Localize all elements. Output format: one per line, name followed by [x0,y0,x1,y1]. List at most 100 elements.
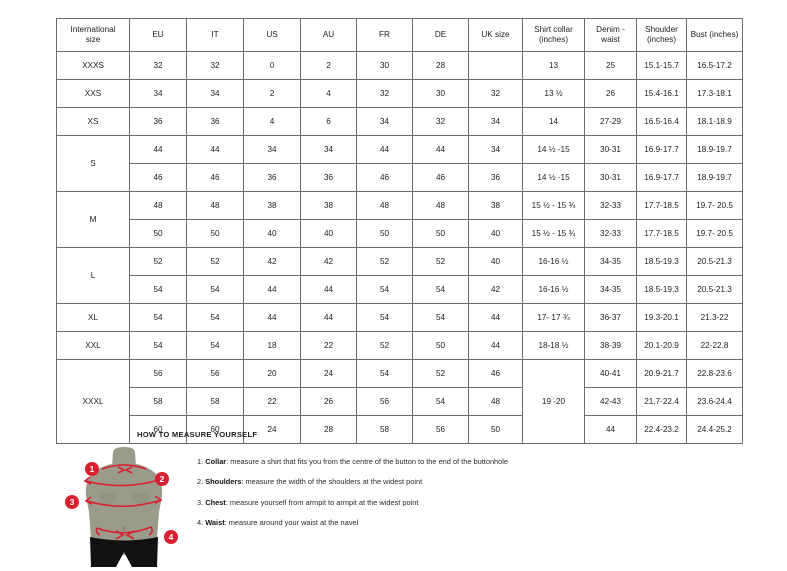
instruction-number: 2. [197,477,204,487]
column-header-au: AU [300,18,357,52]
cell-it: 50 [186,219,244,248]
cell-international-size: XXL [56,331,130,360]
cell-uk: 40 [468,247,523,276]
cell-fr: 44 [356,135,413,164]
table-row: 58 58 22 26 56 54 48 42-43 21.7-22.4 23.6-24.4 [57,387,743,416]
cell-au: 44 [300,303,357,332]
cell-uk: 44 [468,331,523,360]
cell-denim: 27-29 [584,107,637,136]
cell-de: 46 [412,163,469,192]
table-row: 54 54 44 44 54 54 42 16-16 ½ 34-35 18.5-19.3 20.5-… [57,275,743,304]
cell-uk: 42 [468,275,523,304]
cell-de: 32 [412,107,469,136]
cell-de: 54 [412,303,469,332]
table-row: XXXS 32 32 0 2 30 28 13 25 15.1-15.7 16.5-17.2 [56,51,743,80]
cell-eu: 52 [129,247,187,276]
table-row: XXS 34 34 2 4 32 30 32 13 ½ 26 15.4-16.1 17.3-18.1 [56,79,743,108]
cell-it: 48 [186,191,244,220]
cell-de: 50 [412,219,469,248]
cell-de: 50 [412,331,469,360]
size-chart-table-container: International size EU IT US AU FR DE UK … [56,18,743,444]
cell-uk: 36 [468,163,523,192]
cell-bust: 19.7- 20.5 [686,191,743,220]
cell-shoulder: 17.7-18.5 [636,191,687,220]
how-to-measure-title: HOW TO MEASURE YOURSELF [137,430,258,439]
cell-eu: 54 [129,275,187,304]
cell-de: 30 [412,79,469,108]
cell-us: 36 [243,163,301,192]
cell-us: 4 [243,107,301,136]
cell-au: 44 [300,275,357,304]
cell-shoulder: 21.7-22.4 [636,387,687,416]
measure-instructions-list: 1. Collar: measure a shirt that fits you… [197,445,508,540]
table-row: M 48 48 38 38 48 48 38 15 ½ - 15 ¾ 32-33 17.7-18.5… [56,191,743,248]
instruction-label: Chest [205,497,226,507]
cell-shoulder: 17.7-18.5 [636,219,687,248]
cell-us: 22 [243,387,301,416]
cell-au: 40 [300,219,357,248]
cell-eu: 46 [129,163,187,192]
instruction-text: : measure yourself from armpit to armpit… [225,497,419,507]
cell-us: 44 [243,275,301,304]
cell-fr: 34 [356,107,413,136]
column-header-de: DE [412,18,469,52]
cell-bust: 20.5-21.3 [686,247,743,276]
cell-fr: 52 [356,331,413,360]
cell-shoulder: 19.3-20.1 [636,303,687,332]
cell-us: 44 [243,303,301,332]
cell-it: 36 [186,107,244,136]
cell-it: 44 [186,135,244,164]
cell-uk: 40 [468,219,523,248]
cell-denim: 38-39 [584,331,637,360]
instruction-label: Shoulders [205,477,242,487]
cell-shirt-collar: 15 ½ - 15 ¾ [522,219,585,248]
cell-uk: 32 [468,79,523,108]
cell-international-size-group: M [56,191,130,248]
cell-us: 42 [243,247,301,276]
cell-denim: 32-33 [584,219,637,248]
cell-us: 0 [243,51,301,80]
cell-international-size: XXXS [56,51,130,80]
table-row: 60 60 24 28 58 56 50 44 22.4-23.2 24.4-25.2 [57,415,743,444]
cell-shoulder: 18.5-19.3 [636,247,687,276]
cell-au: 22 [300,331,357,360]
badge-3-chest: 3 [65,495,79,509]
cell-bust: 18.9-19.7 [686,163,743,192]
badge-2-shoulders: 2 [155,472,169,486]
instruction-text: : measure the width of the shoulders at … [241,477,423,487]
column-header-us: US [243,18,301,52]
cell-eu: 48 [129,191,187,220]
header-line-2: waist [601,35,620,44]
header-line-1: International [70,25,116,34]
size-chart-table: International size EU IT US AU FR DE UK … [56,18,743,444]
header-line-1: Shirt collar [534,25,573,34]
cell-de: 48 [412,191,469,220]
column-header-bust: Bust (inches) [686,18,743,52]
cell-shoulder: 15.1-15.7 [636,51,687,80]
cell-denim: 40-41 [584,359,637,388]
cell-shoulder: 16.9-17.7 [636,135,687,164]
column-header-shirt-collar: Shirt collar (inches) [522,18,585,52]
cell-shoulder: 16.9-17.7 [636,163,687,192]
table-header: International size EU IT US AU FR DE UK … [56,18,743,52]
table-row: 46 46 36 36 46 46 36 14 ½ -15 30-31 16.9-17.7 18.9… [57,163,743,192]
cell-shirt-collar: 17- 17 ¾ [522,303,585,332]
cell-denim: 36-37 [584,303,637,332]
cell-au: 4 [300,79,357,108]
cell-shirt-collar: 14 ½ -15 [522,135,585,164]
cell-de: 52 [412,247,469,276]
cell-international-size: XL [56,303,130,332]
cell-uk: 34 [468,107,523,136]
cell-denim: 32-33 [584,191,637,220]
cell-denim: 34-35 [584,247,637,276]
cell-fr: 48 [356,191,413,220]
cell-shoulder: 20.9-21.7 [636,359,687,388]
header-line-1: Denim - [596,25,625,34]
header-line-2: (inches) [538,35,569,44]
cell-international-size-group: S [56,135,130,192]
cell-uk: 38 [468,191,523,220]
cell-eu: 58 [129,387,187,416]
cell-uk: 46 [468,359,523,388]
cell-de: 52 [412,359,469,388]
cell-denim: 42-43 [584,387,637,416]
